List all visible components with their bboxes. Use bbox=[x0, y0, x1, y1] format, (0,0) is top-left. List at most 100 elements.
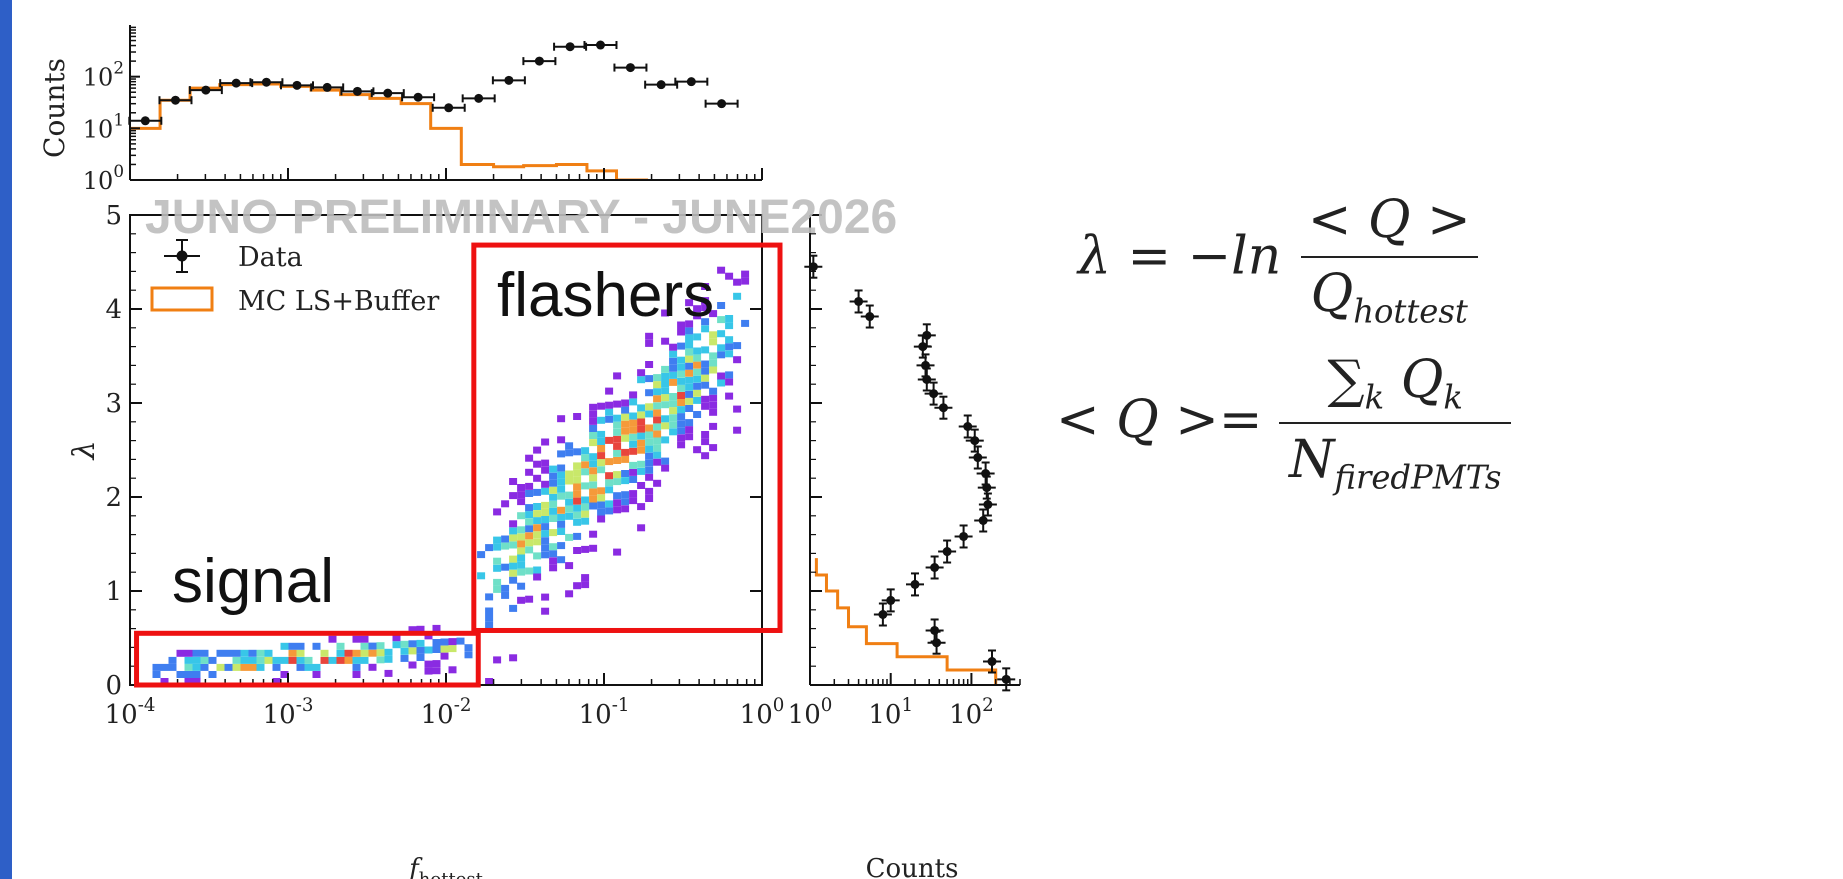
heatmap-cell bbox=[629, 391, 638, 399]
heatmap-cell bbox=[152, 671, 161, 678]
heatmap-cell bbox=[701, 367, 710, 375]
heatmap-cell bbox=[557, 478, 566, 486]
heatmap-cell bbox=[589, 530, 598, 538]
heatmap-cell bbox=[501, 535, 510, 543]
heatmap-cell bbox=[621, 505, 630, 513]
heatmap-cell bbox=[501, 591, 510, 599]
heatmap-cell bbox=[485, 614, 494, 622]
heatmap-cell bbox=[320, 649, 329, 657]
top-data-point bbox=[553, 42, 588, 52]
heatmap-cell bbox=[637, 446, 646, 454]
heatmap-cell bbox=[677, 420, 686, 428]
heatmap-cell bbox=[517, 491, 526, 499]
right-xtick-label: 101 bbox=[868, 695, 913, 730]
heatmap-cell bbox=[597, 452, 606, 460]
heatmap-cell bbox=[693, 375, 702, 383]
heatmap-cell bbox=[709, 408, 718, 416]
heatmap-cell bbox=[541, 530, 550, 538]
heatmap-cell bbox=[653, 437, 662, 445]
heatmap-cell bbox=[605, 415, 614, 423]
heatmap-cell bbox=[661, 394, 670, 402]
heatmap-cell bbox=[408, 640, 417, 648]
heatmap-cell bbox=[701, 304, 710, 312]
heatmap-cell bbox=[581, 496, 590, 504]
heatmap-cell bbox=[328, 656, 337, 664]
heatmap-cell bbox=[741, 319, 750, 327]
main-ytick-label: 4 bbox=[105, 295, 122, 325]
flashers-label: flashers bbox=[497, 261, 714, 330]
heatmap-cell bbox=[581, 517, 590, 525]
heatmap-cell bbox=[661, 380, 670, 387]
heatmap-cell bbox=[645, 410, 654, 418]
heatmap-cell bbox=[717, 372, 726, 380]
heatmap-cell bbox=[621, 448, 630, 456]
heatmap-cell bbox=[509, 520, 518, 528]
heatmap-cell bbox=[685, 369, 694, 377]
heatmap-cell bbox=[717, 266, 726, 274]
heatmap-cell bbox=[629, 447, 638, 455]
heatmap-cell bbox=[525, 595, 534, 603]
top-data-point bbox=[401, 92, 436, 102]
heatmap-cell bbox=[408, 647, 417, 655]
heatmap-cell bbox=[288, 642, 297, 650]
heatmap-cell bbox=[709, 401, 718, 409]
heatmap-cell bbox=[304, 663, 313, 671]
top-ytick-label: 102 bbox=[83, 58, 124, 92]
heatmap-cell bbox=[669, 414, 678, 422]
heatmap-cell bbox=[525, 511, 534, 519]
heatmap-cell bbox=[557, 415, 566, 423]
heatmap-cell bbox=[573, 518, 582, 526]
region-box-flashers bbox=[471, 242, 783, 633]
heatmap-cell bbox=[589, 502, 598, 510]
heatmap-cell bbox=[653, 381, 662, 389]
heatmap-cell bbox=[693, 354, 702, 362]
heatmap-cell bbox=[685, 426, 694, 434]
heatmap-cell bbox=[509, 562, 518, 570]
heatmap-cell bbox=[408, 626, 417, 634]
right-data-point bbox=[968, 445, 987, 470]
top-data-point bbox=[522, 56, 557, 66]
heatmap-cell bbox=[589, 481, 598, 489]
heatmap-cell bbox=[645, 375, 654, 383]
heatmap-cell bbox=[416, 639, 425, 647]
heatmap-cell bbox=[693, 312, 702, 320]
heatmap-cell bbox=[240, 649, 249, 657]
heatmap-cell bbox=[464, 651, 473, 659]
q-numerator: ∑k Qk bbox=[1327, 350, 1463, 417]
heatmap-cell bbox=[400, 640, 409, 648]
right-data-point bbox=[917, 367, 936, 392]
heatmap-cell bbox=[557, 471, 566, 479]
heatmap-cell bbox=[693, 305, 702, 313]
heatmap-cell bbox=[384, 648, 393, 656]
heatmap-cell bbox=[509, 527, 518, 535]
heatmap-cell bbox=[541, 516, 550, 523]
heatmap-cell bbox=[605, 387, 614, 395]
heatmap-cell bbox=[669, 407, 678, 415]
heatmap-cell bbox=[733, 356, 742, 364]
heatmap-cell bbox=[661, 401, 670, 409]
heatmap-cell bbox=[216, 649, 225, 657]
heatmap-cell bbox=[160, 678, 169, 685]
heatmap-cell bbox=[573, 476, 582, 484]
heatmap-cell bbox=[629, 398, 638, 406]
heatmap-cell bbox=[184, 663, 193, 671]
heatmap-cell bbox=[693, 396, 702, 404]
heatmap-cell bbox=[493, 543, 502, 551]
heatmap-cell bbox=[701, 374, 710, 382]
heatmap-cell bbox=[605, 458, 614, 466]
heatmap-cell bbox=[448, 666, 457, 674]
heatmap-cell bbox=[669, 343, 678, 351]
heatmap-cell bbox=[557, 464, 566, 472]
heatmap-cell bbox=[733, 342, 742, 350]
right-data-point bbox=[873, 602, 892, 627]
heatmap-cell bbox=[613, 428, 622, 436]
top-ytick-label: 101 bbox=[83, 109, 124, 143]
heatmap-cell bbox=[208, 656, 217, 664]
heatmap-cell bbox=[693, 411, 702, 418]
heatmap-cell bbox=[669, 393, 678, 400]
heatmap-cell bbox=[485, 678, 494, 685]
heatmap-cell bbox=[709, 331, 718, 339]
heatmap-cell bbox=[416, 654, 425, 661]
heatmap-cell bbox=[176, 671, 185, 678]
heatmap-cell bbox=[280, 656, 289, 664]
